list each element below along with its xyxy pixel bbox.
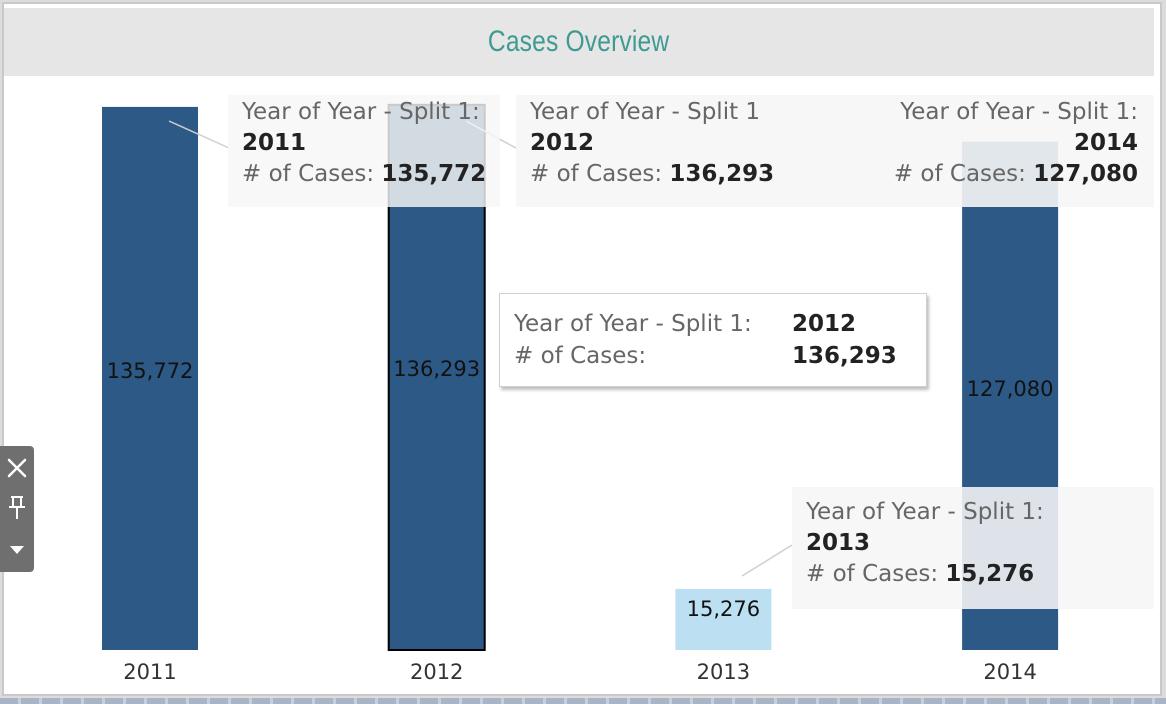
bar-value-label-2012: 136,293 (393, 357, 480, 381)
tooltip-year-value: 2013 (806, 530, 871, 556)
tooltip-2013: Year of Year - Split 1: 2013 # of Cases:… (792, 487, 1154, 609)
tooltip-cases-label: # of Cases: (806, 561, 939, 587)
chart-header: Cases Overview (4, 8, 1154, 76)
dashboard-bottom-edge (0, 698, 1166, 704)
tooltip-leader-line-2011 (168, 120, 230, 149)
hover-tooltip-year-value: 2012 (792, 311, 857, 337)
bar-value-label-2014: 127,080 (967, 377, 1054, 401)
bar-2013[interactable] (675, 588, 772, 650)
tooltip-2014: Year of Year - Split 1: 2014 # of Cases:… (806, 95, 1154, 207)
chart-title: Cases Overview (488, 25, 670, 58)
tooltip-cases-value: 135,772 (381, 161, 487, 187)
x-tick-label-2012: 2012 (410, 660, 463, 684)
tooltip-cases-label: # of Cases: (893, 161, 1026, 187)
tooltip-year-value: 2011 (242, 130, 307, 156)
tooltip-2012: Year of Year - Split 1 2012 # of Cases: … (516, 95, 806, 207)
tooltip-year-label: Year of Year - Split 1: (806, 499, 1044, 525)
tooltip-toolbar (0, 446, 34, 572)
hover-tooltip-cases-value: 136,293 (792, 343, 897, 369)
x-tick-label-2013: 2013 (697, 660, 750, 684)
hover-tooltip-cases-label: # of Cases: (514, 343, 647, 369)
tooltip-year-label: Year of Year - Split 1: (242, 99, 480, 125)
tooltip-cases-label: # of Cases: (242, 161, 375, 187)
tooltip-cases-value: 15,276 (945, 561, 1035, 587)
x-tick-label-2014: 2014 (983, 660, 1036, 684)
tooltip-leader-line-2013 (741, 544, 793, 577)
tooltip-year-value: 2014 (1073, 130, 1138, 156)
caret-down-icon[interactable] (0, 530, 34, 570)
tooltip-year-value: 2012 (530, 130, 595, 156)
tooltip-cases-label: # of Cases: (530, 161, 663, 187)
tooltip-cases-value: 127,080 (1033, 161, 1138, 187)
hover-tooltip: Year of Year - Split 1: 2012 # of Cases: 1… (499, 293, 927, 387)
bar-2011[interactable] (102, 106, 198, 651)
tooltip-cases-value: 136,293 (669, 161, 775, 187)
bar-value-label-2011: 135,772 (107, 359, 194, 383)
pin-icon[interactable] (0, 488, 34, 528)
tooltip-2011: Year of Year - Split 1: 2011 # of Cases:… (228, 95, 500, 207)
close-icon[interactable] (0, 448, 34, 488)
tooltip-year-label: Year of Year - Split 1: (900, 99, 1138, 125)
x-tick-label-2011: 2011 (123, 660, 176, 684)
tooltip-year-label: Year of Year - Split 1 (530, 99, 761, 125)
bar-value-label-2013: 15,276 (687, 597, 760, 621)
hover-tooltip-year-label: Year of Year - Split 1: (514, 311, 752, 337)
